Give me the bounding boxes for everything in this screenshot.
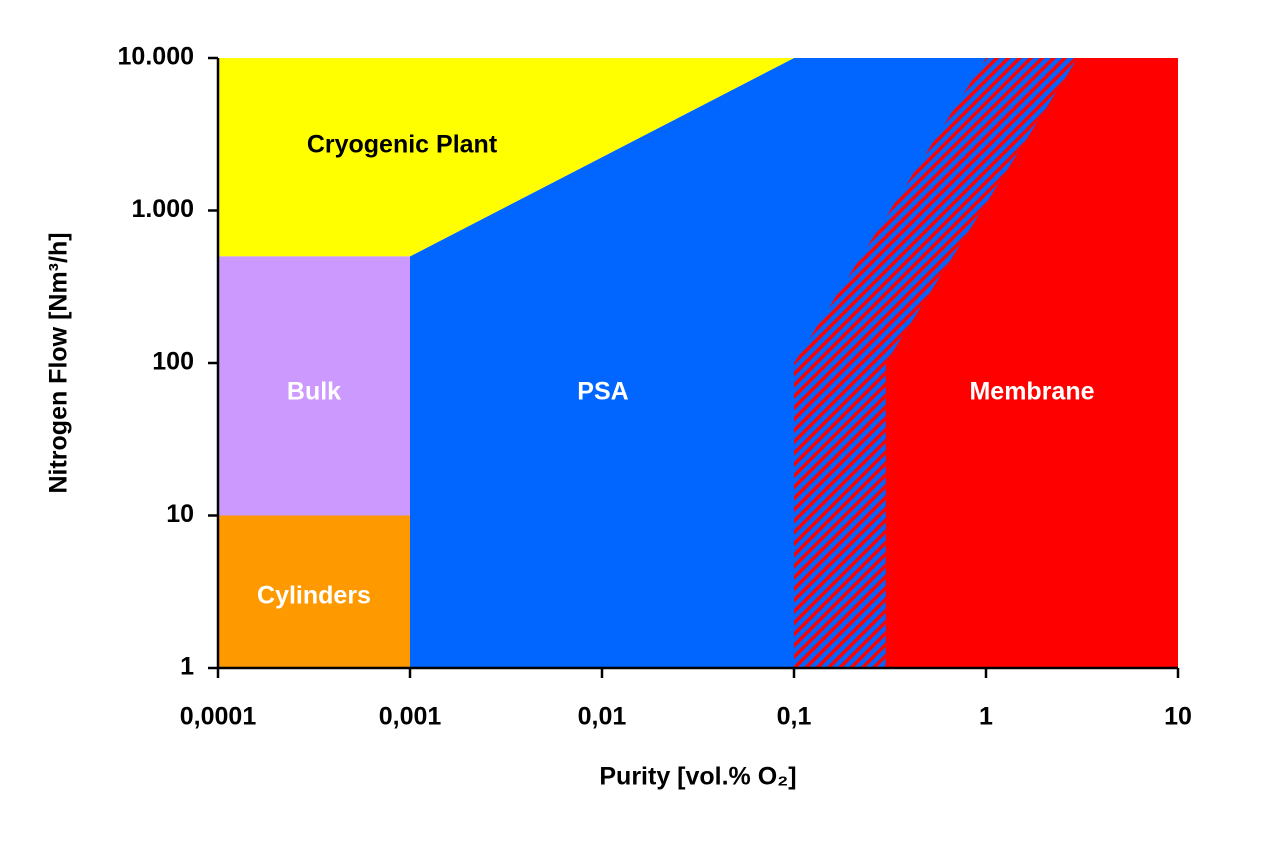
y-tick-label: 1 <box>180 653 194 681</box>
y-tick-label: 10.000 <box>118 43 194 71</box>
x-tick-label: 0,001 <box>379 703 442 731</box>
region <box>218 515 410 668</box>
region <box>218 256 410 516</box>
region-label: Cylinders <box>257 582 371 610</box>
plot-area <box>218 58 1178 668</box>
x-axis-label: Purity [vol.% O₂] <box>599 763 796 791</box>
y-axis-label: Nitrogen Flow [Nm³/h] <box>45 232 73 493</box>
region-label: Membrane <box>969 378 1094 406</box>
region <box>218 58 794 257</box>
x-tick-label: 1 <box>979 703 993 731</box>
region <box>794 58 1078 668</box>
region <box>885 58 1178 668</box>
x-tick-label: 10 <box>1164 703 1192 731</box>
region-label: Cryogenic Plant <box>307 131 498 159</box>
x-tick-label: 0,0001 <box>180 703 257 731</box>
x-tick-label: 0,1 <box>777 703 812 731</box>
y-tick-label: 100 <box>152 348 194 376</box>
region-label: Bulk <box>287 378 341 406</box>
x-tick-label: 0,01 <box>578 703 627 731</box>
y-tick-label: 1.000 <box>131 195 194 223</box>
region-label: PSA <box>577 378 628 406</box>
y-tick-label: 10 <box>166 500 194 528</box>
